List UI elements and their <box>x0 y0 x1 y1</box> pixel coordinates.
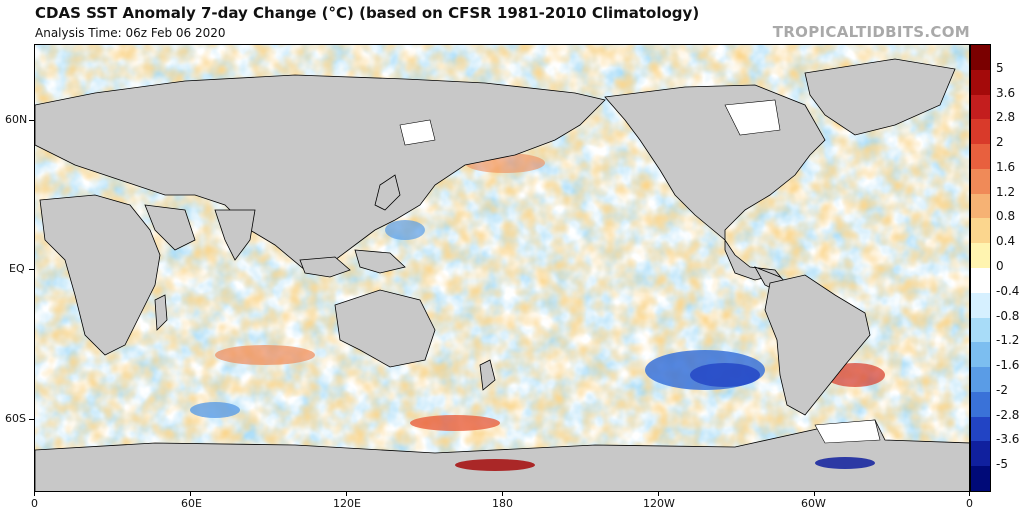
lon-tick-120w <box>658 492 659 496</box>
lat-tick-eq <box>29 269 34 270</box>
colorbar-segment <box>971 416 990 442</box>
land <box>35 58 969 491</box>
colorbar-tick-label: -5 <box>996 457 1008 472</box>
colorbar-tick-label: 0 <box>996 259 1004 273</box>
sst-anomaly-map <box>34 44 970 492</box>
lon-label-0-east: 0 <box>966 497 973 510</box>
anomaly-cold-west-pacific <box>385 220 425 240</box>
anomaly-warm-indian <box>215 345 315 365</box>
colorbar-segment <box>971 144 990 170</box>
lat-tick-60s <box>29 419 34 420</box>
colorbar-tick-label: -2.8 <box>996 407 1020 422</box>
lat-label-60s: 60S <box>5 412 26 425</box>
colorbar-segment <box>971 94 990 120</box>
colorbar-segment <box>971 317 990 343</box>
lat-label-eq: EQ <box>9 262 25 275</box>
colorbar-tick-label: -2 <box>996 382 1008 397</box>
colorbar-tick-label: 2.8 <box>996 110 1016 125</box>
colorbar-segment <box>971 292 990 319</box>
chart-title: CDAS SST Anomaly 7-day Change (°C) (base… <box>35 4 700 22</box>
lon-label-120w: 120W <box>643 497 675 510</box>
colorbar-segment <box>971 69 990 96</box>
colorbar-tick-label: -3.6 <box>996 432 1020 447</box>
lat-label-60n: 60N <box>5 113 28 126</box>
colorbar-segment <box>971 391 990 418</box>
anomaly-cold-indian <box>190 402 240 418</box>
colorbar-segment <box>971 268 990 294</box>
lon-tick-120e <box>346 492 347 496</box>
brand-watermark: TROPICALTIDBITS.COM <box>772 23 970 41</box>
lon-label-60e: 60E <box>181 497 202 510</box>
colorbar-segment <box>971 119 990 145</box>
lon-label-60w: 60W <box>801 497 826 510</box>
colorbar-segment <box>971 466 990 492</box>
colorbar-tick-label: -0.4 <box>996 283 1020 298</box>
colorbar-tick-label: 1.6 <box>996 159 1016 174</box>
lon-tick-180 <box>502 492 503 496</box>
anomaly-cold-south-pacific-core <box>690 363 760 387</box>
anomaly-weddell-cold <box>815 457 875 469</box>
sea-ice-weddell <box>814 419 881 444</box>
lon-tick-60w <box>814 492 815 496</box>
colorbar-tick-label: 2 <box>996 135 1004 150</box>
sea-ice-okhotsk <box>399 119 436 146</box>
colorbar-tick-label: -1.2 <box>996 333 1020 348</box>
anomaly-warm-southern-ocean <box>410 415 500 431</box>
colorbar-tick-label: -0.8 <box>996 308 1020 323</box>
colorbar-segment <box>971 243 990 269</box>
colorbar <box>970 44 991 492</box>
colorbar-tick-label: 1.2 <box>996 184 1016 199</box>
colorbar-tick-label: 5 <box>996 60 1004 75</box>
anomaly-ross-sea-warm <box>455 459 535 471</box>
colorbar-tick-label: 0.8 <box>996 209 1016 224</box>
lat-tick-60n <box>29 120 34 121</box>
colorbar-segment <box>971 441 990 467</box>
colorbar-tick-label: 0.4 <box>996 234 1016 249</box>
colorbar-segment <box>971 342 990 368</box>
lon-tick-60e <box>190 492 191 496</box>
colorbar-segment <box>971 168 990 195</box>
colorbar-segment <box>971 367 990 393</box>
sea-ice-hudson <box>724 99 781 136</box>
lon-label-120e: 120E <box>333 497 361 510</box>
analysis-time: Analysis Time: 06z Feb 06 2020 <box>35 26 226 40</box>
lon-tick-0-east <box>969 492 970 496</box>
lon-label-180: 180 <box>492 497 513 510</box>
colorbar-segment <box>971 218 990 244</box>
lon-tick-0-west <box>34 492 35 496</box>
colorbar-tick-label: -1.6 <box>996 358 1020 373</box>
colorbar-tick-label: 3.6 <box>996 85 1016 100</box>
colorbar-segment <box>971 45 990 71</box>
lon-label-0-west: 0 <box>31 497 38 510</box>
colorbar-segment <box>971 193 990 219</box>
